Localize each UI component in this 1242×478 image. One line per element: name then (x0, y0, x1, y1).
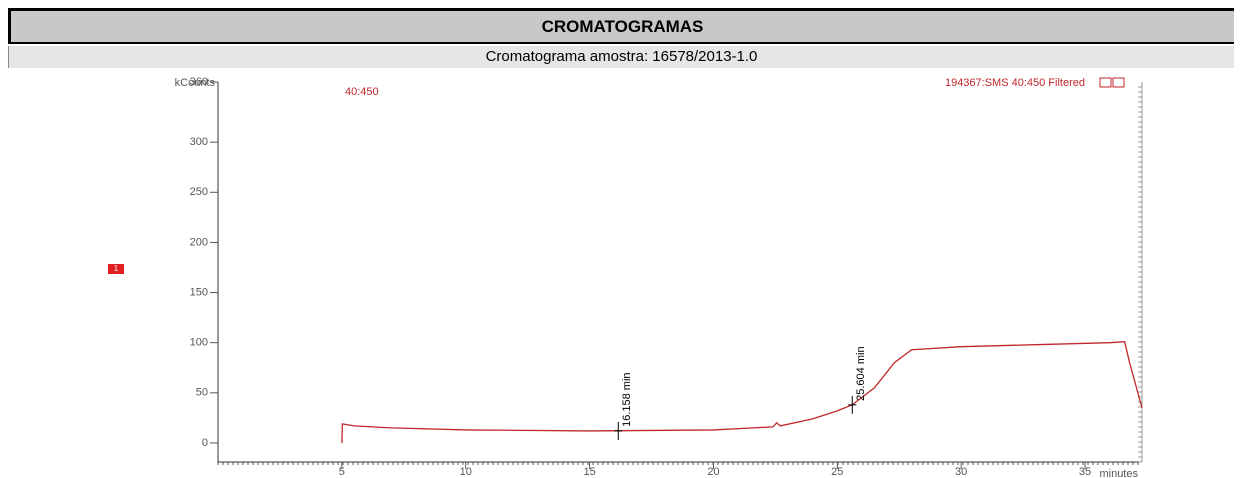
y-tick-label: 100 (190, 337, 208, 349)
x-tick-label: 10 (460, 466, 472, 478)
header-subtitle: Cromatograma amostra: 16578/2013-1.0 (8, 46, 1234, 68)
y-tick-label: 300 (190, 136, 208, 148)
y-axis-label: kCounts (175, 77, 216, 89)
x-tick-label: 20 (707, 466, 719, 478)
x-axis-label: minutes (1099, 468, 1138, 478)
header-title: CROMATOGRAMAS (8, 8, 1234, 44)
peak-label: 25.604 min (855, 346, 867, 400)
icon (1099, 77, 1112, 88)
file-label: 194367:SMS 40:450 Filtered (945, 77, 1085, 89)
y-tick-label: 50 (196, 387, 208, 399)
x-tick-label: 5 (339, 466, 345, 478)
y-tick-label: 250 (190, 186, 208, 198)
y-tick-label: 360 (190, 76, 208, 88)
peak-label: 16.158 min (621, 372, 633, 426)
y-tick-label: 200 (190, 236, 208, 248)
marker-label: 1 (114, 264, 119, 273)
trace-label: 40:450 (345, 86, 379, 98)
y-tick-label: 150 (190, 286, 208, 298)
marker-box (108, 264, 124, 274)
x-tick-label: 25 (831, 466, 843, 478)
x-tick-label: 35 (1079, 466, 1091, 478)
icon (1112, 77, 1125, 88)
trace-line (341, 340, 1143, 443)
y-tick-label: 0 (202, 437, 208, 449)
x-tick-label: 15 (583, 466, 595, 478)
x-tick-label: 30 (955, 466, 967, 478)
